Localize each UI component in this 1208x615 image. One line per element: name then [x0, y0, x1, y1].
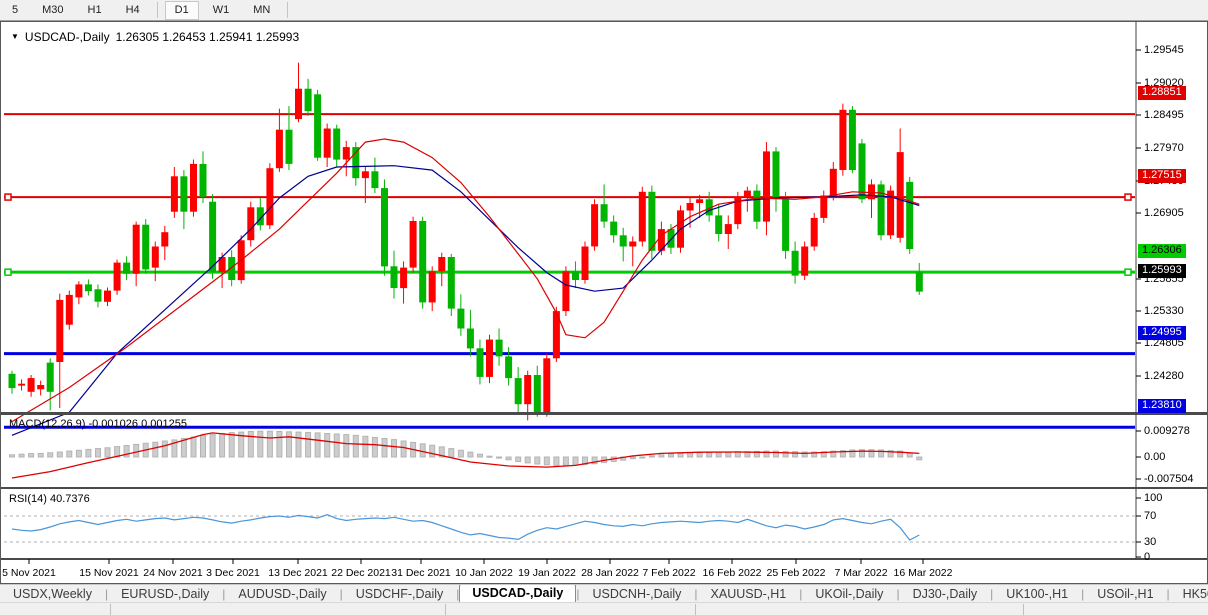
line-end-marker — [1124, 193, 1132, 201]
timeframe-button-w1[interactable]: W1 — [212, 3, 230, 16]
chart-plot-area[interactable] — [3, 24, 1135, 560]
macd-tick-label: 0.00 — [1144, 451, 1166, 463]
price-tick-label: 1.28495 — [1144, 109, 1184, 121]
timeframe-toolbar: 5 M30 H1 H4 D1 W1 MN — [0, 0, 1208, 21]
macd-tick-label: -0.007504 — [1144, 473, 1194, 485]
price-level-badge: 1.28851 — [1138, 86, 1186, 100]
chart-tab-ukoil-daily[interactable]: UKOil-,Daily — [815, 587, 884, 601]
timeframe-button-h4[interactable]: H4 — [125, 3, 140, 16]
status-divider — [445, 604, 446, 615]
date-tick-label: 22 Dec 2021 — [331, 567, 391, 579]
panel-background — [1, 22, 1207, 583]
price-tick-label: 1.27970 — [1144, 142, 1184, 154]
chart-symbol-period: USDCAD-,Daily — [24, 30, 110, 44]
timeframe-button-m30[interactable]: M30 — [42, 3, 64, 16]
price-level-badge: 1.24995 — [1138, 326, 1186, 340]
ma-slow-line — [11, 165, 920, 436]
date-tick-label: 5 Nov 2021 — [2, 567, 56, 579]
panel-separator — [1, 558, 1207, 560]
tab-separator: | — [990, 587, 994, 601]
price-tick-label: 1.29545 — [1144, 44, 1184, 56]
candlestick-series — [8, 62, 923, 421]
status-divider — [110, 604, 111, 615]
chart-ohlc-values: 1.26305 1.26453 1.25941 1.25993 — [115, 30, 300, 44]
tab-separator: | — [339, 587, 343, 601]
chart-canvas — [1, 22, 1207, 583]
macd-tick-label: 0.009278 — [1144, 425, 1190, 437]
panel-separator — [1, 487, 1207, 489]
timeframe-button-d1[interactable]: D1 — [164, 0, 199, 20]
price-tick-label: 1.24280 — [1144, 370, 1184, 382]
status-divider — [695, 604, 696, 615]
chart-tab-dj30-daily[interactable]: DJ30-,Daily — [912, 587, 978, 601]
macd-panel — [9, 430, 923, 479]
chart-title: ▼ USDCAD-,Daily 1.26305 1.26453 1.25941 … — [11, 30, 299, 44]
date-tick-label: 28 Jan 2022 — [581, 567, 639, 579]
rsi-panel — [4, 514, 1135, 543]
tab-separator: | — [799, 587, 803, 601]
macd-indicator-label: MACD(12,26,9) -0.001026 0.001255 — [9, 418, 187, 430]
tab-separator: | — [1081, 587, 1085, 601]
status-strip — [0, 602, 1208, 615]
line-end-marker — [4, 193, 12, 201]
chart-tab-eurusd-daily[interactable]: EURUSD-,Daily — [121, 587, 210, 601]
rsi-line — [11, 514, 920, 541]
date-tick-label: 16 Feb 2022 — [702, 567, 762, 579]
price-tick-label: 1.25330 — [1144, 305, 1184, 317]
timeframe-button-mn[interactable]: MN — [253, 3, 271, 16]
chart-tab-xauusd-h1[interactable]: XAUUSD-,H1 — [710, 587, 787, 601]
chart-tab-usdx-weekly[interactable]: USDX,Weekly — [13, 587, 92, 601]
tab-separator: | — [104, 587, 109, 601]
rsi-indicator-label: RSI(14) 40.7376 — [9, 493, 90, 505]
date-tick-label: 24 Nov 2021 — [143, 567, 203, 579]
timeframe-button-h1[interactable]: H1 — [87, 3, 102, 16]
toolbar-separator — [156, 2, 158, 18]
tab-separator: | — [222, 587, 226, 601]
tab-separator: | — [456, 587, 460, 601]
date-tick-label: 15 Nov 2021 — [79, 567, 139, 579]
price-level-badge: 1.23810 — [1138, 399, 1186, 413]
tab-separator: | — [896, 587, 900, 601]
status-divider — [1023, 604, 1024, 615]
date-tick-label: 13 Dec 2021 — [268, 567, 328, 579]
panel-separator — [1, 412, 1207, 415]
chart-tab-hk50-daily[interactable]: HK50-,Daily — [1182, 587, 1208, 601]
date-tick-label: 16 Mar 2022 — [893, 567, 953, 579]
rsi-tick-label: 70 — [1144, 510, 1157, 522]
ma-fast-line — [11, 138, 920, 423]
rsi-tick-label: 100 — [1144, 492, 1163, 504]
tab-separator: | — [576, 587, 580, 601]
date-tick-label: 3 Dec 2021 — [206, 567, 260, 579]
date-tick-label: 7 Feb 2022 — [642, 567, 696, 579]
chart-tab-uk100-h1[interactable]: UK100-,H1 — [1006, 587, 1069, 601]
date-tick-label: 25 Feb 2022 — [766, 567, 826, 579]
timeframe-button-5[interactable]: 5 — [12, 3, 19, 16]
line-end-marker — [4, 268, 12, 276]
macd-signal-line — [11, 432, 920, 479]
tab-separator: | — [694, 587, 698, 601]
price-level-badge: 1.25993 — [1138, 264, 1186, 278]
price-level-badge: 1.27515 — [1138, 169, 1186, 183]
chart-dropdown-icon[interactable]: ▼ — [11, 32, 19, 41]
price-tick-label: 1.24805 — [1144, 337, 1184, 349]
tab-separator: | — [1166, 587, 1170, 601]
rsi-tick-label: 0 — [1144, 551, 1151, 563]
price-tick-label: 1.26905 — [1144, 207, 1184, 219]
chart-tab-usoil-h1[interactable]: USOil-,H1 — [1097, 587, 1154, 601]
date-tick-label: 7 Mar 2022 — [834, 567, 888, 579]
date-tick-label: 10 Jan 2022 — [455, 567, 513, 579]
date-tick-label: 31 Dec 2021 — [391, 567, 451, 579]
chart-tab-bar: USDX,Weekly | EURUSD-,Daily | AUDUSD-,Daily |… — [0, 584, 1208, 603]
price-level-badge: 1.26306 — [1138, 244, 1186, 258]
chart-tab-usdcnh-daily[interactable]: USDCNH-,Daily — [592, 587, 682, 601]
line-end-marker — [1124, 268, 1132, 276]
chart-tab-audusd-daily[interactable]: AUDUSD-,Daily — [238, 587, 327, 601]
chart-tab-usdchf-daily[interactable]: USDCHF-,Daily — [355, 587, 444, 601]
chart-tab-usdcad-daily[interactable]: USDCAD-,Daily — [459, 585, 577, 603]
toolbar-separator — [287, 2, 289, 18]
rsi-tick-label: 30 — [1144, 536, 1157, 548]
date-tick-label: 19 Jan 2022 — [518, 567, 576, 579]
chart-window: ▼ USDCAD-,Daily 1.26305 1.26453 1.25941 … — [0, 21, 1208, 584]
